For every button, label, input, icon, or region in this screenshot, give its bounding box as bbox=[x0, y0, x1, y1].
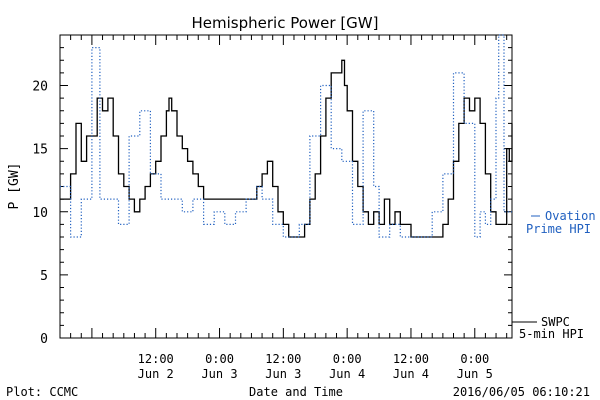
legend-ovation-label-1: Ovation bbox=[545, 209, 596, 223]
legend-swpc-label-2: 5-min HPI bbox=[519, 327, 584, 341]
x-tick-date-label: Jun 5 bbox=[457, 367, 493, 381]
x-tick-label: 12:00 bbox=[393, 352, 429, 366]
legend: Ovation Prime HPI SWPC 5-min HPI bbox=[512, 209, 596, 341]
x-tick-label: 12:00 bbox=[138, 352, 174, 366]
y-tick-label: 15 bbox=[32, 143, 48, 158]
y-axis-label: P [GW] bbox=[7, 163, 22, 210]
swpc-hpi-line bbox=[60, 59, 513, 238]
x-tick-date-label: Jun 4 bbox=[329, 367, 365, 381]
x-tick-date-label: Jun 3 bbox=[201, 367, 237, 381]
legend-ovation-label-2: Prime HPI bbox=[526, 222, 591, 236]
y-axis: 0 5 10 15 20 bbox=[32, 34, 512, 347]
x-tick-date-label: Jun 2 bbox=[138, 367, 174, 381]
y-tick-label: 20 bbox=[32, 80, 48, 95]
ovation-prime-line bbox=[60, 34, 512, 238]
x-tick-label: 0:00 bbox=[333, 352, 362, 366]
footer-credit: Plot: CCMC bbox=[6, 385, 78, 399]
x-tick-date-label: Jun 3 bbox=[265, 367, 301, 381]
footer-timestamp: 2016/06/05 06:10:21 bbox=[453, 385, 590, 399]
y-tick-label: 5 bbox=[40, 269, 48, 284]
chart-title: Hemispheric Power [GW] bbox=[192, 14, 379, 32]
y-tick-label: 0 bbox=[40, 332, 48, 347]
x-tick-label: 0:00 bbox=[205, 352, 234, 366]
series-layer bbox=[60, 34, 513, 238]
x-tick-label: 12:00 bbox=[265, 352, 301, 366]
y-tick-label: 10 bbox=[32, 206, 48, 221]
x-tick-date-label: Jun 4 bbox=[393, 367, 429, 381]
legend-swpc-label-1: SWPC bbox=[541, 315, 570, 329]
x-tick-label: 0:00 bbox=[460, 352, 489, 366]
x-axis-label: Date and Time bbox=[249, 385, 343, 399]
